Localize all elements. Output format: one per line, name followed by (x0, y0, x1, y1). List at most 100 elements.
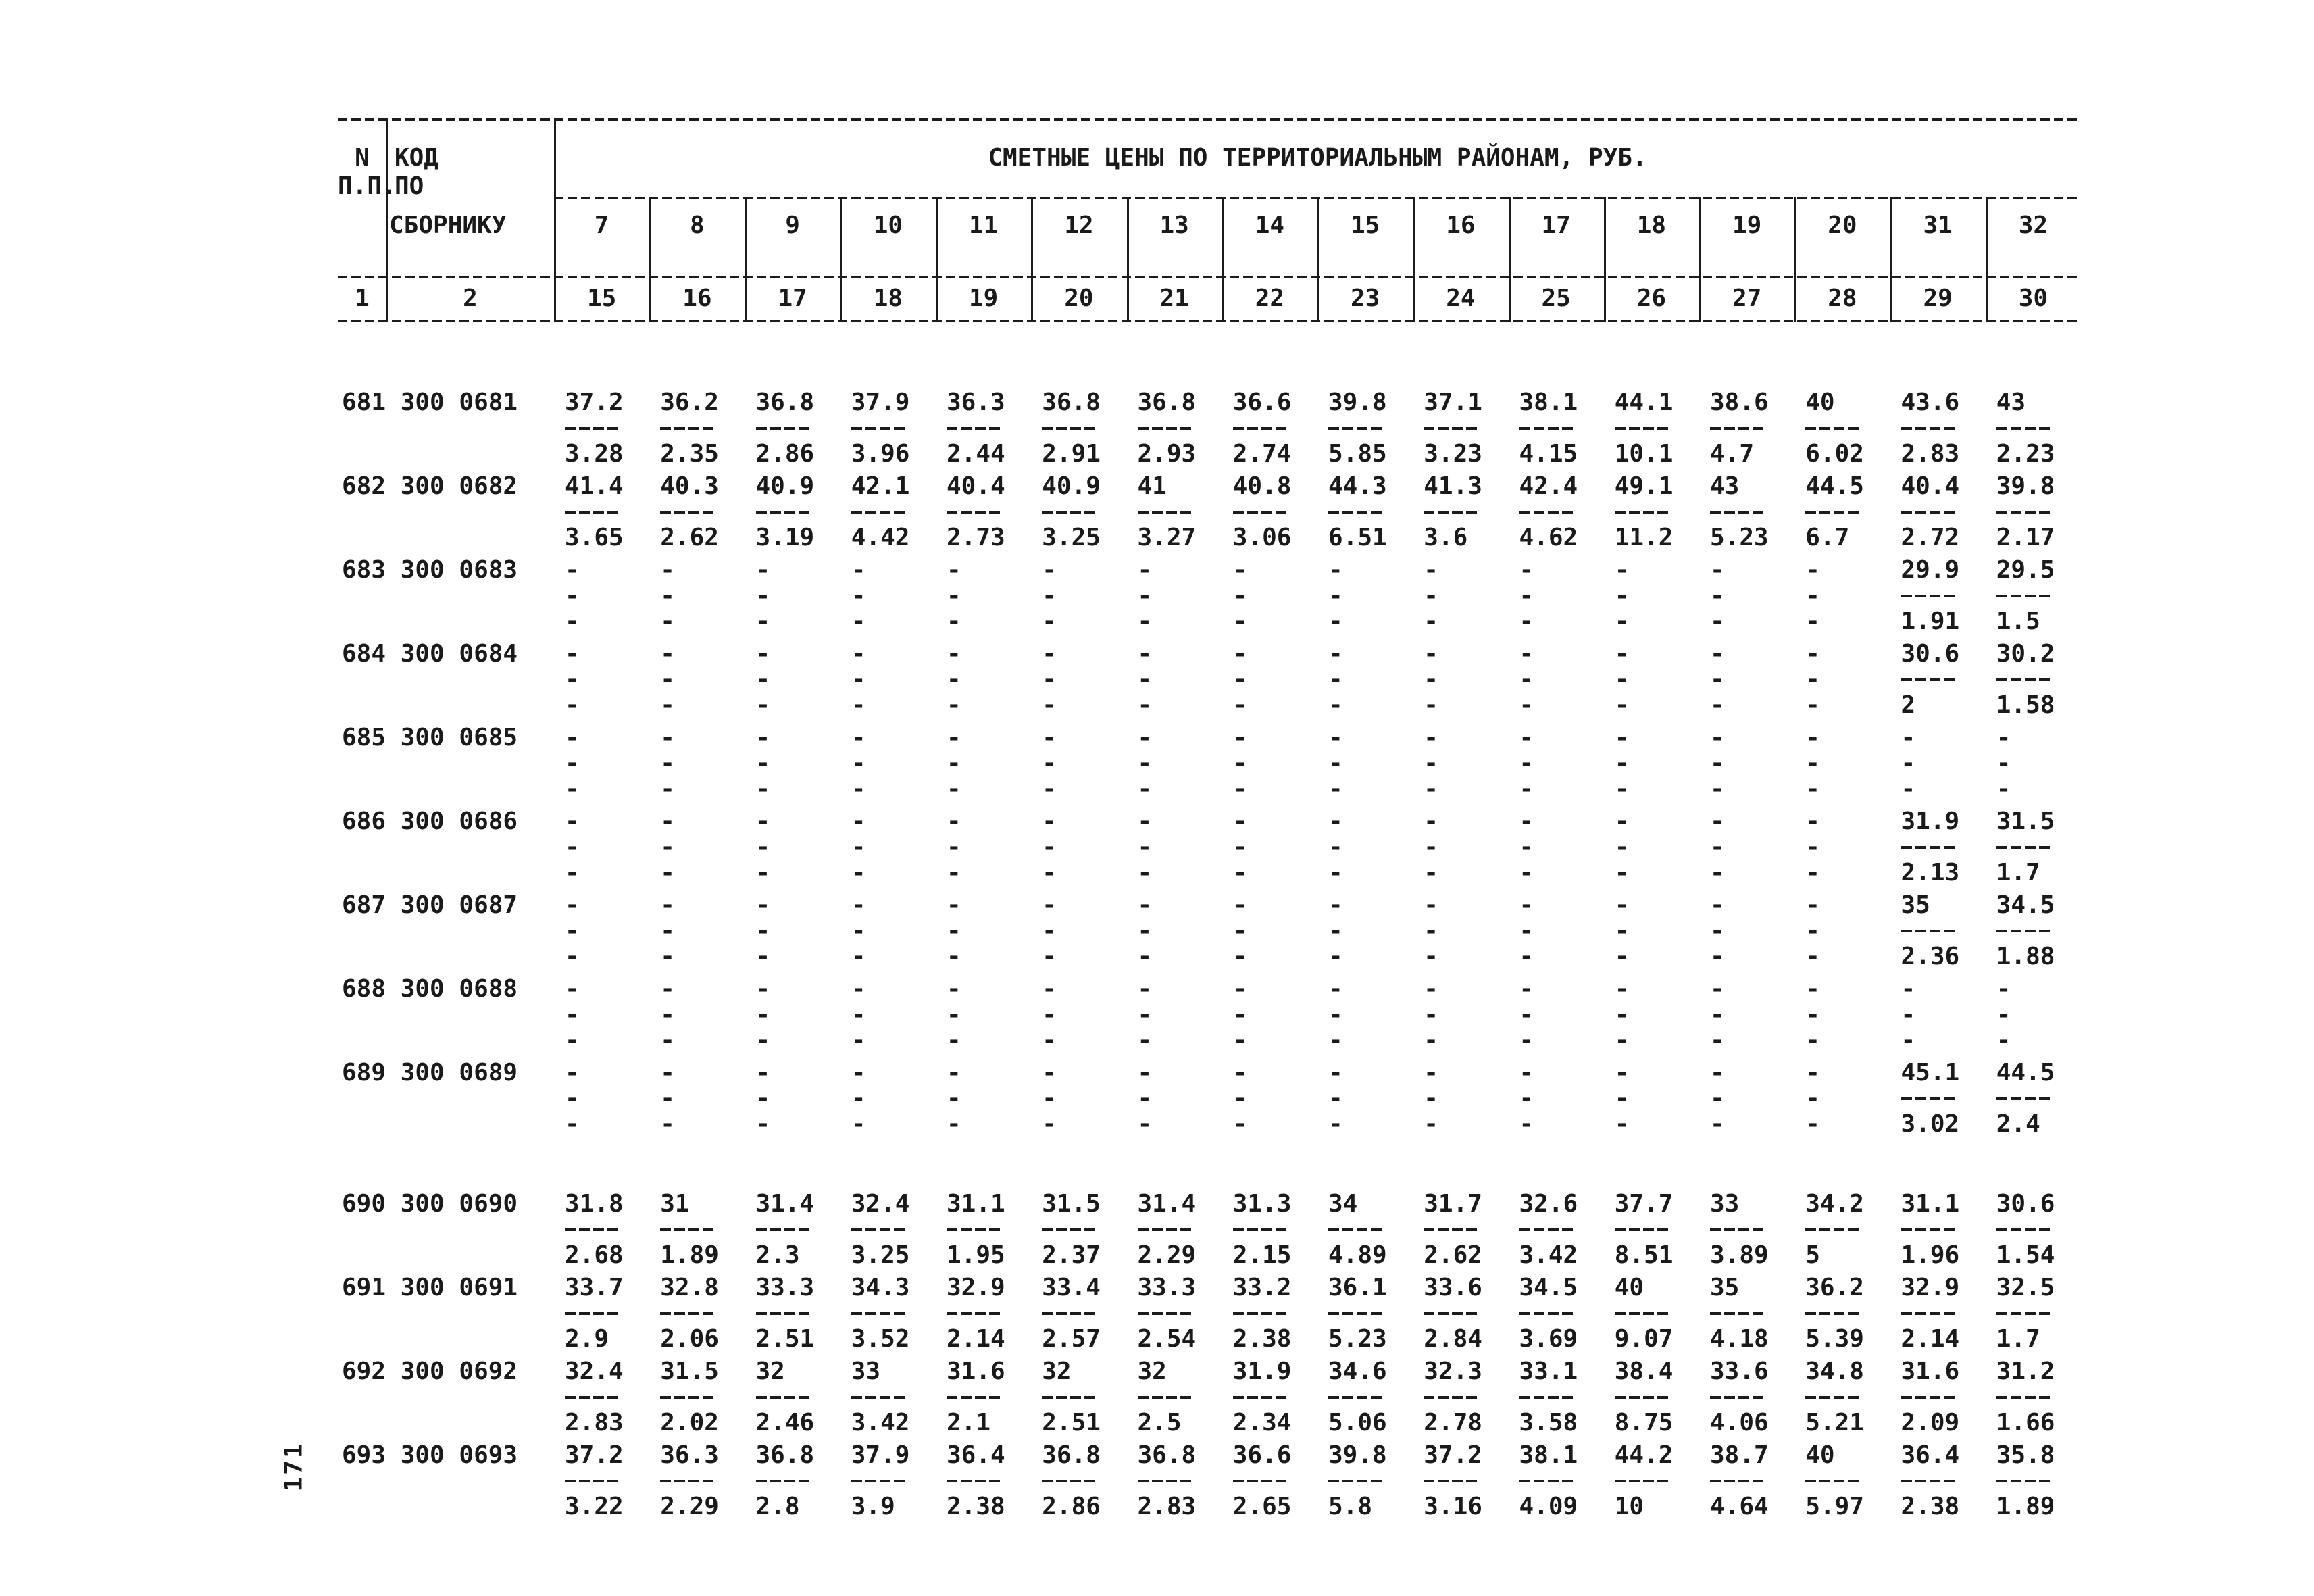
cell-fraction-rule: - (1519, 1084, 1534, 1112)
cell-fraction-rule (1890, 1312, 1986, 1315)
cell-top-value: 40.3 (660, 472, 719, 500)
cell-top-value: - (1614, 1059, 1630, 1087)
cell-top-value: - (565, 807, 580, 835)
cell-top-value: 35.8 (1996, 1441, 2055, 1469)
cell-fraction-rule (1986, 595, 2081, 597)
cell-fraction-rule (840, 1228, 936, 1231)
cell-top-value: - (1710, 640, 1725, 668)
cell-top-value: 32.4 (565, 1357, 624, 1385)
cell-bottom-value: - (1519, 607, 1534, 635)
cell-bottom-value: - (851, 775, 866, 803)
cell-top-value: - (1328, 807, 1343, 835)
cell-top-value: - (660, 556, 675, 584)
cell-bottom-value: 5 (1805, 1241, 1820, 1269)
cell-bottom-value: - (1042, 943, 1057, 970)
cell-fraction-rule (1604, 1228, 1699, 1231)
cell-top-value: - (1424, 640, 1438, 668)
cell-top-value: - (1328, 975, 1343, 1003)
cell-top-value: - (1710, 807, 1725, 835)
cell-bottom-value: 3.96 (851, 440, 910, 468)
cell-top-value: 31.5 (1042, 1190, 1101, 1218)
district-col-label: 20 (1828, 211, 1857, 239)
cell-bottom-value: - (1710, 691, 1725, 719)
cell-top-value: 36.3 (660, 1441, 719, 1469)
cell-bottom-value: - (947, 1026, 961, 1054)
cell-bottom-value: 2.06 (660, 1325, 719, 1353)
cell-bottom-value: 1.89 (660, 1241, 719, 1269)
cell-top-value: 39.8 (1328, 389, 1387, 416)
cell-bottom-value: 3.69 (1519, 1325, 1578, 1353)
cell-top-value: 32 (1042, 1357, 1072, 1385)
cell-top-value: - (1710, 724, 1725, 751)
cell-fraction-rule (649, 1396, 745, 1399)
cell-bottom-value: 2.29 (1137, 1241, 1197, 1269)
cell-bottom-value: - (660, 1110, 675, 1138)
cell-fraction-rule: - (1710, 917, 1725, 945)
cell-fraction-rule: - (1996, 1001, 2011, 1028)
cell-bottom-value: - (660, 1026, 675, 1054)
cell-top-value: - (565, 556, 580, 584)
cell-fraction-rule: - (1424, 833, 1438, 861)
cell-top-value: - (1424, 556, 1438, 584)
district-row-1: 7 8 9 10 11 12 13 14 15 16 17 18 19 20 31 32 (554, 213, 2081, 239)
cell-top-value: - (660, 891, 675, 919)
cell-fraction-rule (1986, 1228, 2081, 1231)
cell-top-value: - (1137, 556, 1153, 584)
column-divider (1603, 197, 1606, 322)
cell-top-value: - (1614, 807, 1630, 835)
cell-top-value: 30.6 (1996, 1190, 2055, 1218)
cell-bottom-value: 3.65 (565, 524, 624, 551)
cell-fraction-rule (1699, 1228, 1794, 1231)
cell-fraction-rule (1699, 1312, 1794, 1315)
cell-bottom-value: - (1042, 859, 1057, 887)
cell-bottom-value: - (1805, 943, 1820, 970)
cell-fraction-rule: - (1519, 749, 1534, 777)
cell-fraction-rule (1127, 511, 1222, 514)
cell-top-value: - (1805, 891, 1820, 919)
cell-bottom-value: 3.27 (1137, 524, 1197, 551)
cell-fraction-rule (1509, 1480, 1604, 1482)
cell-top-value: 43.6 (1901, 389, 1960, 416)
cell-top-value: 44.5 (1805, 472, 1864, 500)
cell-fraction-rule (1890, 930, 1986, 932)
cell-bottom-value: 2 (1901, 691, 1916, 719)
cell-bottom-value: - (660, 691, 675, 719)
cell-fraction-rule (1031, 1228, 1126, 1231)
cell-top-value: 32.6 (1519, 1190, 1578, 1218)
cell-bottom-value: - (851, 943, 866, 970)
cell-top-value: 31.9 (1901, 807, 1960, 835)
cell-top-value: - (1805, 556, 1820, 584)
cell-fraction-rule (1031, 1312, 1126, 1315)
cell-fraction-rule: - (947, 582, 961, 609)
cell-top-value: - (1042, 807, 1057, 835)
page-number: 171 (280, 1441, 308, 1492)
cell-top-value: 34.5 (1519, 1274, 1578, 1301)
cell-fraction-rule (840, 511, 936, 514)
cell-bottom-value: 2.54 (1137, 1325, 1197, 1353)
cell-top-value: 44.2 (1614, 1441, 1674, 1469)
cell-bottom-value: 1.54 (1996, 1241, 2055, 1269)
cell-top-value: - (1042, 556, 1057, 584)
cell-fraction-rule: - (1137, 833, 1153, 861)
cell-fraction-rule (1986, 678, 2081, 681)
col-header-n: N (355, 144, 370, 172)
cell-bottom-value: 1.7 (1996, 1325, 2040, 1353)
district-col-label: 31 (1923, 211, 1953, 239)
cell-top-value: - (1710, 891, 1725, 919)
cell-top-value: - (1519, 724, 1534, 751)
cell-top-value: - (1424, 807, 1438, 835)
cell-bottom-value: 2.3 (755, 1241, 800, 1269)
cell-bottom-value: - (1614, 1110, 1630, 1138)
cell-fraction-rule: - (851, 917, 866, 945)
cell-top-value: 44.5 (1996, 1059, 2055, 1087)
cell-bottom-value: - (1614, 607, 1630, 635)
cell-top-value: 32 (755, 1357, 785, 1385)
cell-fraction-rule (840, 427, 936, 430)
cell-bottom-value: 2.36 (1901, 943, 1960, 970)
cell-top-value: 32.8 (660, 1274, 719, 1301)
cell-top-value: - (851, 891, 866, 919)
district-col-label: 19 (968, 284, 999, 312)
cell-top-value: 34 (1328, 1190, 1358, 1218)
cell-fraction-rule: - (1424, 666, 1438, 693)
column-divider (1699, 197, 1701, 322)
